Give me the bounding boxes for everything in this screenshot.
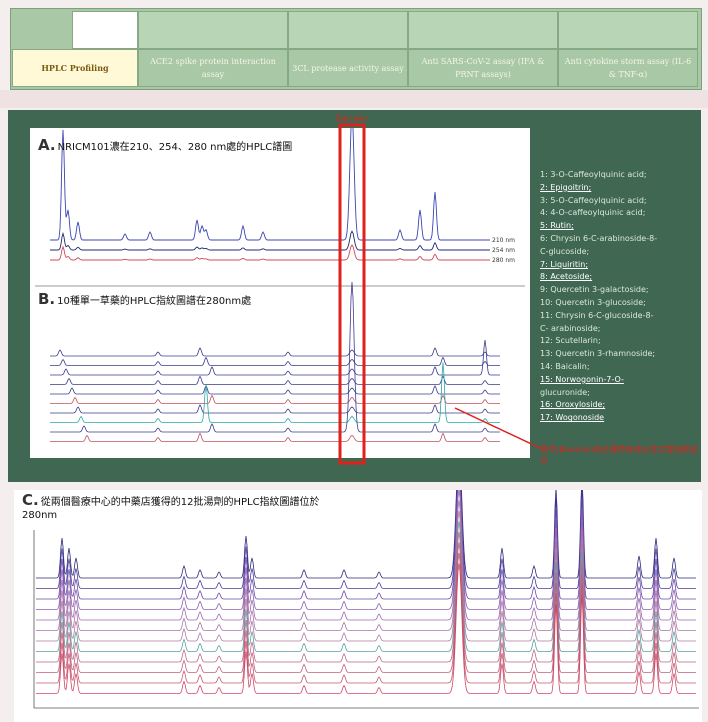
chart-c-bg xyxy=(14,490,702,722)
chart-c-title: C. 從兩個醫療中心的中藥店獲得的12批湯劑的HPLC指紋圖譜位於280nm xyxy=(22,491,320,522)
series-label-a-0: 210 nm xyxy=(492,237,515,244)
series-line-a-2 xyxy=(50,244,490,261)
series-line-c-6 xyxy=(36,510,696,642)
compound-item: C- arabinoside; xyxy=(540,323,601,333)
series-label-a-2: 280 nm xyxy=(492,257,515,264)
series-label-a-1: 254 nm xyxy=(492,247,515,254)
tab-anti-cytokine[interactable]: Anti cytokine storm assay (IL-6 & TNF-α) xyxy=(558,49,698,87)
series-line-c-10 xyxy=(36,552,696,684)
compound-item: 5: Rutin; xyxy=(540,221,574,231)
series-line-b-6 xyxy=(50,404,500,414)
series-line-c-11 xyxy=(36,563,696,694)
chart-panel-c: C. 從兩個醫療中心的中藥店獲得的12批湯劑的HPLC指紋圖譜位於280nm xyxy=(14,490,702,722)
compound-item: 2: Epigoitrin; xyxy=(540,182,592,192)
tab-top-4[interactable] xyxy=(558,11,698,49)
series-line-b-1 xyxy=(50,356,500,366)
compound-item: 12: Scutellarin; xyxy=(540,336,601,346)
compound-item: 7: Liquiritin; xyxy=(540,259,589,269)
chart-c-title-text: 從兩個醫療中心的中藥店獲得的12批湯劑的HPLC指紋圖譜位於280nm xyxy=(22,497,320,521)
tab-top-1[interactable] xyxy=(138,11,288,49)
series-line-c-9 xyxy=(36,542,696,673)
tab-hplc-profiling[interactable]: HPLC Profiling xyxy=(12,49,138,87)
tab-top-2[interactable] xyxy=(288,11,408,49)
series-line-a-0 xyxy=(50,128,490,241)
series-line-b-8 xyxy=(50,281,500,433)
compound-item: 10: Quercetin 3-glucoside; xyxy=(540,298,646,307)
compound-item: C-glucoside; xyxy=(540,246,590,256)
series-line-a-1 xyxy=(50,230,490,251)
compound-item: 13: Quercetin 3-rhamnoside; xyxy=(540,349,656,359)
chart-b-title-text: 10種單一草藥的HPLC指紋圖譜在280nm處 xyxy=(57,296,252,307)
series-line-c-4 xyxy=(36,490,696,621)
series-line-c-3 xyxy=(36,490,696,610)
series-line-c-5 xyxy=(36,500,696,631)
chromatogram-ab-svg: 210 nm 254 nm 280 nm xyxy=(30,128,530,458)
compound-item: 11: Chrysin 6-C-glucoside-8- xyxy=(540,310,654,320)
series-line-c-2 xyxy=(36,490,696,600)
compound-item: 4: 4-O-caffeoylquinic acid; xyxy=(540,208,646,218)
chart-b-title: B. 10種單一草藥的HPLC指紋圖譜在280nm處 xyxy=(38,290,252,308)
series-line-b-5 xyxy=(50,394,500,404)
tab-bar: HPLC Profiling ACE2 spike protein intera… xyxy=(10,8,702,90)
tab-top-3[interactable] xyxy=(408,11,558,49)
compound-item: 17: Wogonoside xyxy=(540,413,605,423)
baicalin-note: 黃芩(Baicalin)為主要特有成分並可當指標成分 xyxy=(540,445,698,465)
series-line-c-7 xyxy=(36,521,696,652)
compound-item: 16: Oroxyloside; xyxy=(540,400,606,410)
tab-top-0[interactable] xyxy=(72,11,138,49)
chart-panel-ab: 210 nm 254 nm 280 nm A. NRICM101濃在210、254、2… xyxy=(30,128,530,458)
separator-band xyxy=(0,90,708,108)
series-line-b-3 xyxy=(50,375,500,385)
series-line-b-2 xyxy=(50,339,500,376)
compound-item: 9: Quercetin 3-galactoside; xyxy=(540,285,649,295)
tab-ace2-assay[interactable]: ACE2 spike protein interaction assay xyxy=(138,49,288,87)
chart-a-title-text: NRICM101濃在210、254、280 nm處的HPLC譜圖 xyxy=(57,142,293,153)
series-line-b-9 xyxy=(50,432,500,442)
compound-item: 8: Acetoside; xyxy=(540,272,593,282)
series-line-b-7 xyxy=(50,362,500,423)
compound-item: glucuronide; xyxy=(540,387,590,397)
compound-item: 3: 5-O-Caffeoylquinic acid; xyxy=(540,195,647,205)
series-line-c-1 xyxy=(36,490,696,589)
tab-anti-sars-cov2[interactable]: Anti SARS-CoV-2 assay (IFA & PRNT assays… xyxy=(408,49,558,87)
series-line-c-0 xyxy=(36,490,696,579)
chromatogram-c-svg xyxy=(14,490,702,722)
compound-item: 14: Baicalin; xyxy=(540,362,590,371)
series-line-c-8 xyxy=(36,531,696,663)
compound-item: 15: Norwogonin-7-O- xyxy=(540,374,624,384)
chart-a-title: A. NRICM101濃在210、254、280 nm處的HPLC譜圖 xyxy=(38,136,293,154)
compound-item: 6: Chrysin 6-C-arabinoside-8- xyxy=(540,234,658,243)
tab-3cl-protease[interactable]: 3CL protease activity assay xyxy=(288,49,408,87)
series-line-b-4 xyxy=(50,385,500,395)
compound-item: 1: 3-O-Caffeoylquinic acid; xyxy=(540,170,647,179)
series-line-b-0 xyxy=(50,347,500,357)
